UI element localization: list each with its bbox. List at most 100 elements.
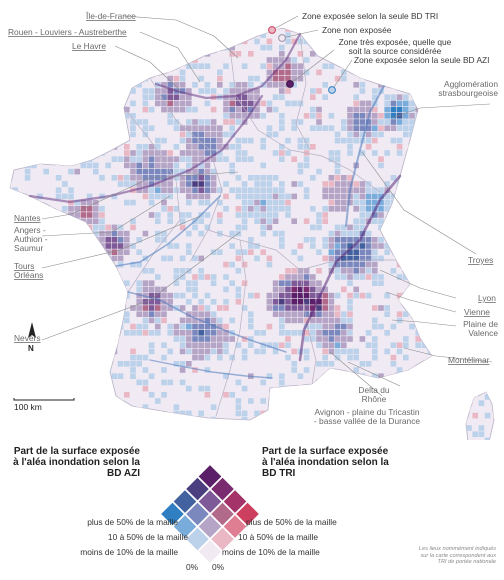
grid-cell	[12, 379, 18, 386]
legend-zero-left: 0%	[186, 562, 199, 572]
grid-cell	[384, 367, 390, 373]
grid-cell	[130, 63, 136, 69]
grid-cell	[260, 75, 266, 82]
grid-cell	[297, 100, 304, 107]
grid-cell	[421, 69, 428, 76]
grid-cell	[68, 131, 74, 138]
grid-cell	[74, 206, 80, 212]
grid-cell	[384, 193, 390, 200]
grid-cell	[396, 373, 403, 379]
grid-cell	[384, 274, 390, 280]
grid-cell	[241, 125, 248, 131]
grid-cell	[179, 137, 186, 144]
grid-cell	[124, 336, 130, 342]
grid-cell	[43, 317, 49, 324]
grid-cell	[0, 411, 6, 417]
grid-cell	[403, 218, 409, 224]
grid-cell	[229, 106, 235, 113]
grid-cell	[80, 193, 87, 200]
grid-cell	[409, 342, 415, 348]
grid-cell	[161, 330, 167, 336]
grid-cell	[43, 416, 49, 420]
grid-cell	[198, 230, 204, 237]
grid-cell	[80, 404, 87, 410]
grid-cell	[254, 330, 260, 336]
grid-cell	[434, 305, 440, 311]
grid-cell	[254, 137, 260, 144]
grid-cell	[68, 243, 74, 249]
grid-cell	[384, 311, 390, 317]
grid-cell	[229, 44, 235, 51]
grid-cell	[217, 150, 223, 156]
grid-cell	[105, 69, 111, 76]
grid-cell	[223, 261, 229, 268]
grid-cell	[384, 268, 390, 274]
grid-cell	[179, 44, 186, 51]
grid-cell	[142, 379, 149, 386]
grid-cell	[148, 82, 155, 88]
grid-cell	[291, 100, 297, 107]
grid-cell	[235, 131, 242, 138]
grid-cell	[24, 416, 31, 420]
grid-cell	[173, 125, 180, 131]
grid-cell	[334, 224, 341, 231]
grid-cell	[167, 156, 173, 162]
grid-cell	[260, 224, 266, 231]
grid-cell	[86, 218, 93, 224]
grid-cell	[148, 88, 155, 94]
grid-cell	[229, 51, 235, 57]
grid-cell	[266, 199, 273, 206]
grid-cell	[384, 292, 390, 299]
grid-cell	[421, 224, 428, 231]
grid-cell	[186, 230, 192, 237]
grid-cell	[421, 255, 428, 262]
label-nevers: Nevers	[14, 333, 41, 343]
grid-cell	[155, 199, 161, 206]
grid-cell	[148, 193, 155, 200]
grid-cell	[43, 268, 49, 274]
grid-cell	[31, 305, 37, 311]
grid-cell	[365, 137, 372, 144]
grid-cell	[0, 169, 6, 175]
grid-cell	[155, 385, 161, 392]
grid-cell	[37, 392, 43, 398]
grid-cell	[297, 336, 304, 342]
grid-cell	[266, 354, 273, 361]
grid-cell	[334, 69, 341, 76]
grid-cell	[10, 187, 12, 193]
grid-cell	[390, 144, 397, 150]
grid-cell	[43, 38, 49, 45]
grid-cell	[241, 28, 248, 32]
grid-cell	[179, 32, 186, 38]
grid-cell	[285, 32, 291, 38]
grid-cell	[210, 367, 217, 373]
grid-cell	[421, 274, 428, 280]
grid-cell	[31, 63, 37, 69]
grid-cell	[365, 323, 372, 330]
grid-cell	[161, 168, 167, 175]
grid-cell	[229, 20, 235, 26]
grid-cell	[173, 150, 180, 156]
grid-cell	[10, 237, 12, 243]
grid-cell	[266, 255, 273, 262]
grid-cell	[204, 162, 211, 169]
grid-cell	[372, 255, 378, 262]
grid-cell	[217, 367, 223, 373]
grid-cell	[297, 243, 304, 249]
grid-cell	[55, 336, 62, 342]
legend-azi-row-mid: 10 à 50% de la maille	[107, 532, 188, 542]
grid-cell	[359, 187, 366, 193]
grid-cell	[223, 51, 229, 57]
grid-cell	[223, 63, 229, 69]
grid-cell	[359, 100, 366, 107]
grid-cell	[341, 243, 347, 249]
grid-cell	[235, 410, 242, 417]
grid-cell	[285, 150, 291, 156]
grid-cell	[142, 119, 149, 125]
grid-cell	[43, 398, 49, 404]
grid-cell	[223, 106, 229, 113]
grid-cell	[192, 206, 198, 212]
grid-cell	[161, 193, 167, 200]
grid-cell	[359, 162, 366, 169]
grid-cell	[136, 286, 142, 293]
